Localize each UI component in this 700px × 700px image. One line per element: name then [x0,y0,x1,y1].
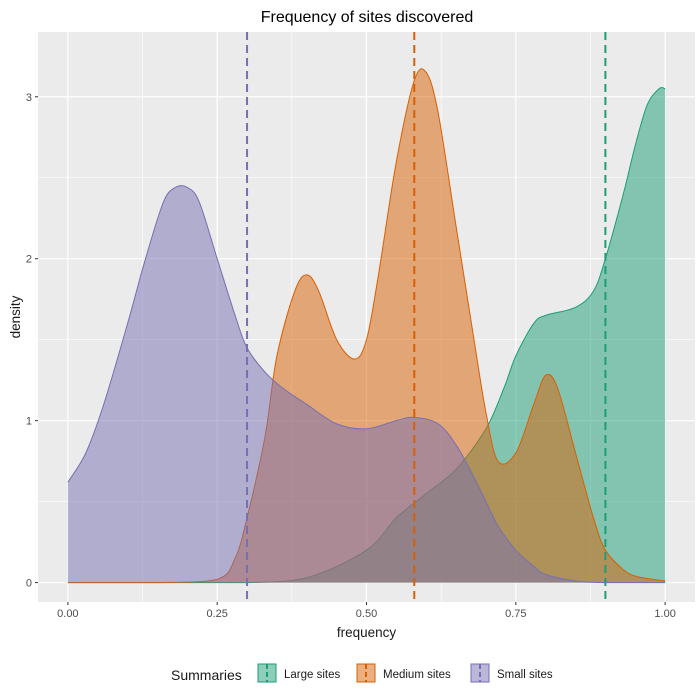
y-axis-title: density [8,295,23,338]
legend-label: Small sites [497,669,553,681]
legend-title: Summaries [171,667,242,683]
x-tick-label: 0.50 [356,608,377,620]
area-medium-sites [67,68,666,583]
y-tick-label: 0 [26,578,32,590]
legend-item-large-sites: Large sites [257,663,341,683]
x-tick-label: 0.75 [505,608,526,620]
x-tick-label: 0.25 [206,608,227,620]
legend: Summaries Large sites Medium sites Small s… [171,663,553,683]
y-axis: 0 1 2 3 [26,92,38,590]
density-areas [67,68,666,584]
x-tick-label: 1.00 [654,608,675,620]
mean-lines [246,32,607,602]
y-tick-label: 1 [26,416,32,428]
legend-item-medium-sites: Medium sites [356,663,451,683]
outline-small-sites [67,185,666,584]
x-tick-label: 0.00 [57,608,78,620]
chart-title: Frequency of sites discovered [261,9,474,26]
y-tick-label: 2 [26,254,32,266]
legend-label: Large sites [284,669,341,681]
legend-item-small-sites: Small sites [470,663,553,683]
x-axis-title: frequency [337,625,397,640]
legend-label: Medium sites [383,669,451,681]
y-tick-label: 3 [26,92,32,104]
x-axis: 0.00 0.25 0.50 0.75 1.00 [57,602,676,620]
area-small-sites [67,185,666,583]
